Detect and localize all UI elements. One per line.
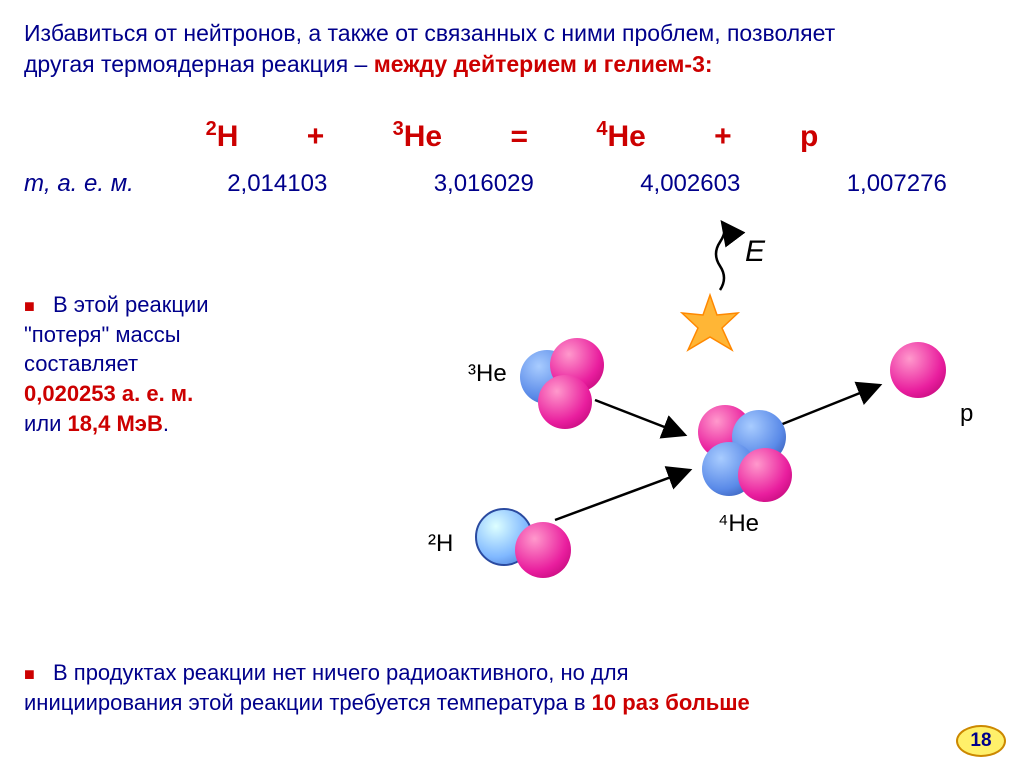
reaction-equation: 2H + 3He = 4He + p (0, 118, 1024, 154)
mass-v3: 4,002603 (587, 170, 794, 198)
mass-v4: 1,007276 (794, 170, 1001, 198)
diagram-arrows (320, 220, 1000, 630)
intro-line2a: другая термоядерная реакция – (24, 51, 374, 77)
slide-number-badge: 18 (956, 725, 1006, 757)
he3-label: ³He (468, 360, 507, 388)
reaction-diagram: ³He ²H ⁴He p E (320, 220, 1000, 630)
h2-proton (515, 522, 571, 578)
footer-note: ■ В продуктах реакции нет ничего радиоак… (24, 658, 1000, 717)
eq-t2: He (404, 120, 442, 153)
eq-op3: + (714, 120, 732, 153)
eq-t4: p (800, 120, 818, 153)
note2-hl: 10 раз больше (592, 690, 750, 715)
note1-l1: В этой реакции (53, 292, 209, 317)
proton-label: p (960, 400, 973, 428)
h2-label: ²H (428, 530, 453, 558)
intro-line1: Избавиться от нейтронов, а также от связ… (24, 20, 835, 46)
mass-defect-note: ■ В этой реакции "потеря" массы составля… (24, 290, 294, 438)
eq-op2: = (510, 120, 528, 153)
note2-l2a: инициирования этой реакции требуется тем… (24, 690, 592, 715)
eq-sup-1: 2 (206, 118, 217, 140)
bullet-icon: ■ (24, 296, 35, 316)
note1-hl1: 0,020253 а. е. м. (24, 381, 193, 406)
mass-v2: 3,016029 (381, 170, 588, 198)
note1-hl2: 18,4 МэВ (68, 411, 163, 436)
note1-l2: "потеря" массы (24, 322, 181, 347)
he3-proton-2 (538, 375, 592, 429)
mass-v1: 2,014103 (174, 170, 381, 198)
energy-star-icon (682, 295, 738, 350)
intro-text: Избавиться от нейтронов, а также от связ… (24, 18, 1000, 80)
note1-l3: составляет (24, 351, 138, 376)
energy-label: E (745, 235, 765, 269)
intro-highlight: между дейтерием и гелием-3: (374, 51, 713, 77)
mass-label: m, а. е. м. (24, 170, 174, 198)
eq-sup-2: 3 (393, 118, 404, 140)
note1-dot: . (163, 411, 169, 436)
product-proton (890, 342, 946, 398)
note2-l1: В продуктах реакции нет ничего радиоакти… (53, 660, 629, 685)
slide-number: 18 (970, 730, 991, 751)
note1-mid: или (24, 411, 68, 436)
eq-t3: He (607, 120, 645, 153)
he4-proton-2 (738, 448, 792, 502)
eq-t1: H (217, 120, 239, 153)
he4-label: ⁴He (718, 510, 759, 538)
mass-row: m, а. е. м. 2,014103 3,016029 4,002603 1… (24, 170, 1000, 198)
bullet-icon: ■ (24, 664, 35, 684)
eq-op1: + (307, 120, 325, 153)
eq-sup-3: 4 (596, 118, 607, 140)
